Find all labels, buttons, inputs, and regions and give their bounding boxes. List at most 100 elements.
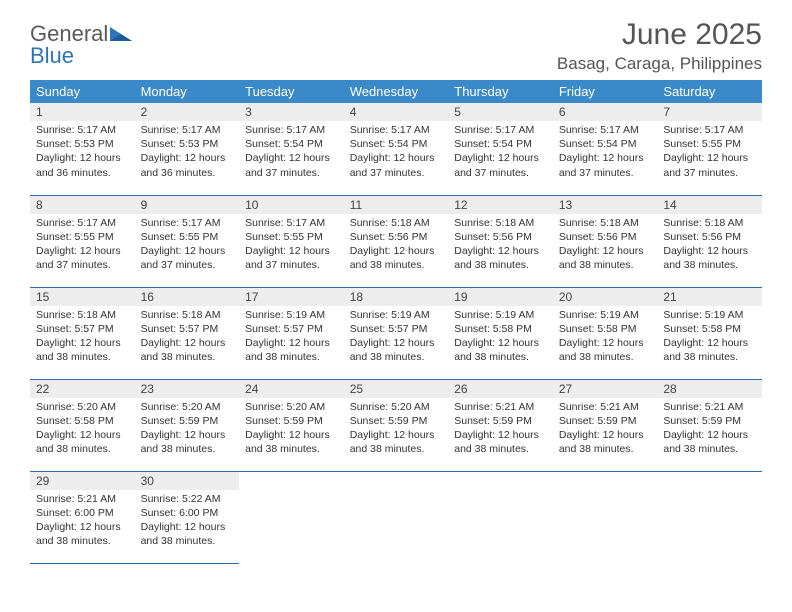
flag-icon bbox=[110, 27, 132, 41]
day-number: 1 bbox=[30, 103, 135, 121]
day-number: 28 bbox=[657, 380, 762, 398]
weekday-header: Monday bbox=[135, 80, 240, 103]
calendar-day-cell: 8Sunrise: 5:17 AMSunset: 5:55 PMDaylight… bbox=[30, 195, 135, 287]
day-details: Sunrise: 5:17 AMSunset: 5:55 PMDaylight:… bbox=[30, 214, 135, 277]
calendar-day-cell bbox=[239, 471, 344, 563]
calendar-day-cell: 12Sunrise: 5:18 AMSunset: 5:56 PMDayligh… bbox=[448, 195, 553, 287]
calendar-day-cell: 7Sunrise: 5:17 AMSunset: 5:55 PMDaylight… bbox=[657, 103, 762, 195]
calendar-header-row: SundayMondayTuesdayWednesdayThursdayFrid… bbox=[30, 80, 762, 103]
calendar-day-cell: 24Sunrise: 5:20 AMSunset: 5:59 PMDayligh… bbox=[239, 379, 344, 471]
weekday-header: Friday bbox=[553, 80, 658, 103]
calendar-day-cell: 25Sunrise: 5:20 AMSunset: 5:59 PMDayligh… bbox=[344, 379, 449, 471]
day-number: 27 bbox=[553, 380, 658, 398]
location-subtitle: Basag, Caraga, Philippines bbox=[557, 54, 762, 74]
calendar-day-cell: 9Sunrise: 5:17 AMSunset: 5:55 PMDaylight… bbox=[135, 195, 240, 287]
calendar-day-cell bbox=[344, 471, 449, 563]
calendar-day-cell bbox=[657, 471, 762, 563]
calendar-day-cell: 20Sunrise: 5:19 AMSunset: 5:58 PMDayligh… bbox=[553, 287, 658, 379]
day-number: 6 bbox=[553, 103, 658, 121]
day-number: 11 bbox=[344, 196, 449, 214]
day-number: 7 bbox=[657, 103, 762, 121]
day-number: 17 bbox=[239, 288, 344, 306]
calendar-day-cell: 6Sunrise: 5:17 AMSunset: 5:54 PMDaylight… bbox=[553, 103, 658, 195]
day-number: 3 bbox=[239, 103, 344, 121]
day-details: Sunrise: 5:18 AMSunset: 5:56 PMDaylight:… bbox=[657, 214, 762, 277]
calendar-day-cell: 5Sunrise: 5:17 AMSunset: 5:54 PMDaylight… bbox=[448, 103, 553, 195]
weekday-header: Tuesday bbox=[239, 80, 344, 103]
day-details: Sunrise: 5:20 AMSunset: 5:59 PMDaylight:… bbox=[135, 398, 240, 461]
calendar-day-cell: 23Sunrise: 5:20 AMSunset: 5:59 PMDayligh… bbox=[135, 379, 240, 471]
day-details: Sunrise: 5:18 AMSunset: 5:56 PMDaylight:… bbox=[553, 214, 658, 277]
day-number: 19 bbox=[448, 288, 553, 306]
calendar-day-cell: 4Sunrise: 5:17 AMSunset: 5:54 PMDaylight… bbox=[344, 103, 449, 195]
day-number: 23 bbox=[135, 380, 240, 398]
calendar-week-row: 29Sunrise: 5:21 AMSunset: 6:00 PMDayligh… bbox=[30, 471, 762, 563]
day-number: 25 bbox=[344, 380, 449, 398]
day-number: 10 bbox=[239, 196, 344, 214]
brand-text: General Blue bbox=[30, 24, 132, 66]
day-details: Sunrise: 5:18 AMSunset: 5:56 PMDaylight:… bbox=[448, 214, 553, 277]
calendar-week-row: 22Sunrise: 5:20 AMSunset: 5:58 PMDayligh… bbox=[30, 379, 762, 471]
day-number: 13 bbox=[553, 196, 658, 214]
calendar-day-cell: 21Sunrise: 5:19 AMSunset: 5:58 PMDayligh… bbox=[657, 287, 762, 379]
calendar-day-cell: 27Sunrise: 5:21 AMSunset: 5:59 PMDayligh… bbox=[553, 379, 658, 471]
calendar-day-cell: 30Sunrise: 5:22 AMSunset: 6:00 PMDayligh… bbox=[135, 471, 240, 563]
day-number: 2 bbox=[135, 103, 240, 121]
calendar-day-cell: 14Sunrise: 5:18 AMSunset: 5:56 PMDayligh… bbox=[657, 195, 762, 287]
calendar-day-cell bbox=[448, 471, 553, 563]
day-number: 14 bbox=[657, 196, 762, 214]
brand-part2: Blue bbox=[30, 46, 74, 66]
day-details: Sunrise: 5:18 AMSunset: 5:57 PMDaylight:… bbox=[135, 306, 240, 369]
weekday-header: Saturday bbox=[657, 80, 762, 103]
calendar-day-cell: 28Sunrise: 5:21 AMSunset: 5:59 PMDayligh… bbox=[657, 379, 762, 471]
calendar-day-cell: 18Sunrise: 5:19 AMSunset: 5:57 PMDayligh… bbox=[344, 287, 449, 379]
day-details: Sunrise: 5:18 AMSunset: 5:57 PMDaylight:… bbox=[30, 306, 135, 369]
day-number: 5 bbox=[448, 103, 553, 121]
title-block: June 2025 Basag, Caraga, Philippines bbox=[557, 18, 762, 74]
page-header: General Blue June 2025 Basag, Caraga, Ph… bbox=[30, 18, 762, 74]
day-number: 9 bbox=[135, 196, 240, 214]
day-details: Sunrise: 5:19 AMSunset: 5:58 PMDaylight:… bbox=[657, 306, 762, 369]
day-number: 29 bbox=[30, 472, 135, 490]
calendar-week-row: 1Sunrise: 5:17 AMSunset: 5:53 PMDaylight… bbox=[30, 103, 762, 195]
day-number: 8 bbox=[30, 196, 135, 214]
calendar-day-cell: 29Sunrise: 5:21 AMSunset: 6:00 PMDayligh… bbox=[30, 471, 135, 563]
day-number: 30 bbox=[135, 472, 240, 490]
calendar-week-row: 8Sunrise: 5:17 AMSunset: 5:55 PMDaylight… bbox=[30, 195, 762, 287]
calendar-day-cell: 1Sunrise: 5:17 AMSunset: 5:53 PMDaylight… bbox=[30, 103, 135, 195]
calendar-day-cell bbox=[553, 471, 658, 563]
day-details: Sunrise: 5:17 AMSunset: 5:55 PMDaylight:… bbox=[135, 214, 240, 277]
calendar-table: SundayMondayTuesdayWednesdayThursdayFrid… bbox=[30, 80, 762, 564]
day-number: 15 bbox=[30, 288, 135, 306]
day-details: Sunrise: 5:22 AMSunset: 6:00 PMDaylight:… bbox=[135, 490, 240, 553]
calendar-body: 1Sunrise: 5:17 AMSunset: 5:53 PMDaylight… bbox=[30, 103, 762, 563]
day-details: Sunrise: 5:19 AMSunset: 5:58 PMDaylight:… bbox=[448, 306, 553, 369]
calendar-day-cell: 17Sunrise: 5:19 AMSunset: 5:57 PMDayligh… bbox=[239, 287, 344, 379]
calendar-day-cell: 11Sunrise: 5:18 AMSunset: 5:56 PMDayligh… bbox=[344, 195, 449, 287]
day-details: Sunrise: 5:20 AMSunset: 5:59 PMDaylight:… bbox=[239, 398, 344, 461]
day-number: 22 bbox=[30, 380, 135, 398]
day-details: Sunrise: 5:20 AMSunset: 5:59 PMDaylight:… bbox=[344, 398, 449, 461]
calendar-day-cell: 16Sunrise: 5:18 AMSunset: 5:57 PMDayligh… bbox=[135, 287, 240, 379]
day-details: Sunrise: 5:17 AMSunset: 5:54 PMDaylight:… bbox=[448, 121, 553, 184]
day-details: Sunrise: 5:17 AMSunset: 5:55 PMDaylight:… bbox=[239, 214, 344, 277]
day-details: Sunrise: 5:21 AMSunset: 5:59 PMDaylight:… bbox=[553, 398, 658, 461]
weekday-header: Wednesday bbox=[344, 80, 449, 103]
weekday-header: Sunday bbox=[30, 80, 135, 103]
day-details: Sunrise: 5:17 AMSunset: 5:55 PMDaylight:… bbox=[657, 121, 762, 184]
day-details: Sunrise: 5:17 AMSunset: 5:54 PMDaylight:… bbox=[239, 121, 344, 184]
calendar-day-cell: 15Sunrise: 5:18 AMSunset: 5:57 PMDayligh… bbox=[30, 287, 135, 379]
day-number: 21 bbox=[657, 288, 762, 306]
day-number: 4 bbox=[344, 103, 449, 121]
day-number: 26 bbox=[448, 380, 553, 398]
day-details: Sunrise: 5:21 AMSunset: 5:59 PMDaylight:… bbox=[657, 398, 762, 461]
calendar-day-cell: 13Sunrise: 5:18 AMSunset: 5:56 PMDayligh… bbox=[553, 195, 658, 287]
brand-logo: General Blue bbox=[30, 18, 132, 66]
day-details: Sunrise: 5:19 AMSunset: 5:58 PMDaylight:… bbox=[553, 306, 658, 369]
day-details: Sunrise: 5:17 AMSunset: 5:53 PMDaylight:… bbox=[135, 121, 240, 184]
weekday-header: Thursday bbox=[448, 80, 553, 103]
day-details: Sunrise: 5:20 AMSunset: 5:58 PMDaylight:… bbox=[30, 398, 135, 461]
day-details: Sunrise: 5:17 AMSunset: 5:53 PMDaylight:… bbox=[30, 121, 135, 184]
day-details: Sunrise: 5:21 AMSunset: 6:00 PMDaylight:… bbox=[30, 490, 135, 553]
day-details: Sunrise: 5:18 AMSunset: 5:56 PMDaylight:… bbox=[344, 214, 449, 277]
